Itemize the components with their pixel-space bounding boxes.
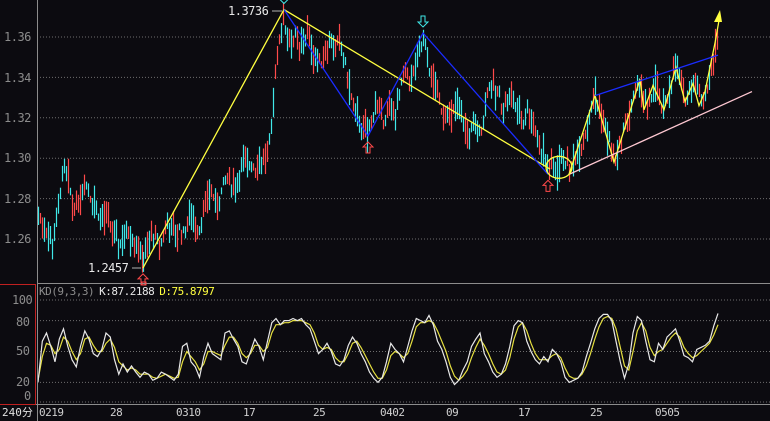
kd-d-value: D:75.8797 [159, 285, 215, 298]
kd-tick-0: 0 [24, 389, 31, 403]
price-tick-1-36: 1.36 [4, 30, 31, 44]
cursor-marker [141, 281, 147, 286]
price-tick-1-26: 1.26 [4, 232, 31, 246]
kd-tick-80: 80 [16, 315, 30, 329]
date-label: 17 [518, 406, 531, 419]
bottom-circle [545, 155, 573, 179]
date-label: 25 [313, 406, 326, 419]
kd-axis-highlight[interactable] [0, 284, 36, 405]
kd-indicator-header: KD(9,3,3) K:87.2188 D:75.8797 [39, 285, 215, 298]
period-selector[interactable]: 240分 [2, 406, 33, 419]
trendline-blue [283, 9, 549, 175]
k-line [37, 313, 719, 386]
down-arrow-icon [416, 15, 430, 28]
kd-indicator-name[interactable]: KD(9,3,3) [39, 285, 95, 298]
down-arrow-icon [279, 0, 289, 5]
kd-tick-50: 50 [16, 344, 30, 358]
pivot-markers [132, 0, 555, 286]
trendline-yellow [142, 8, 551, 269]
kd-lines [37, 313, 719, 386]
date-label: 0505 [655, 406, 680, 419]
date-label: 09 [446, 406, 459, 419]
price-tick-1-32: 1.32 [4, 111, 31, 125]
trendline-pink [568, 90, 753, 175]
date-label: 0310 [176, 406, 201, 419]
trendline-yellow-zigzag [568, 14, 721, 175]
date-label: 0402 [380, 406, 405, 419]
trendline-blue [594, 54, 719, 97]
price-bars [37, 2, 719, 273]
up-arrow-icon [541, 179, 555, 192]
price-tick-1-34: 1.34 [4, 71, 31, 85]
kd-tick-100: 100 [12, 293, 33, 307]
date-label: 28 [110, 406, 123, 419]
date-label: 0219 [39, 406, 64, 419]
d-line [37, 315, 719, 382]
price-tick-1-30: 1.30 [4, 151, 31, 165]
trendlines [142, 8, 753, 269]
high-price-label: 1.3736 [228, 4, 269, 18]
price-tick-1-28: 1.28 [4, 192, 31, 206]
low-price-label: 1.2457 [88, 261, 129, 275]
kd-k-value: K:87.2188 [99, 285, 155, 298]
target-arrow-icon [714, 10, 722, 22]
kd-tick-20: 20 [16, 375, 30, 389]
date-label: 17 [243, 406, 256, 419]
up-arrow-icon [361, 141, 375, 154]
date-label: 25 [590, 406, 603, 419]
